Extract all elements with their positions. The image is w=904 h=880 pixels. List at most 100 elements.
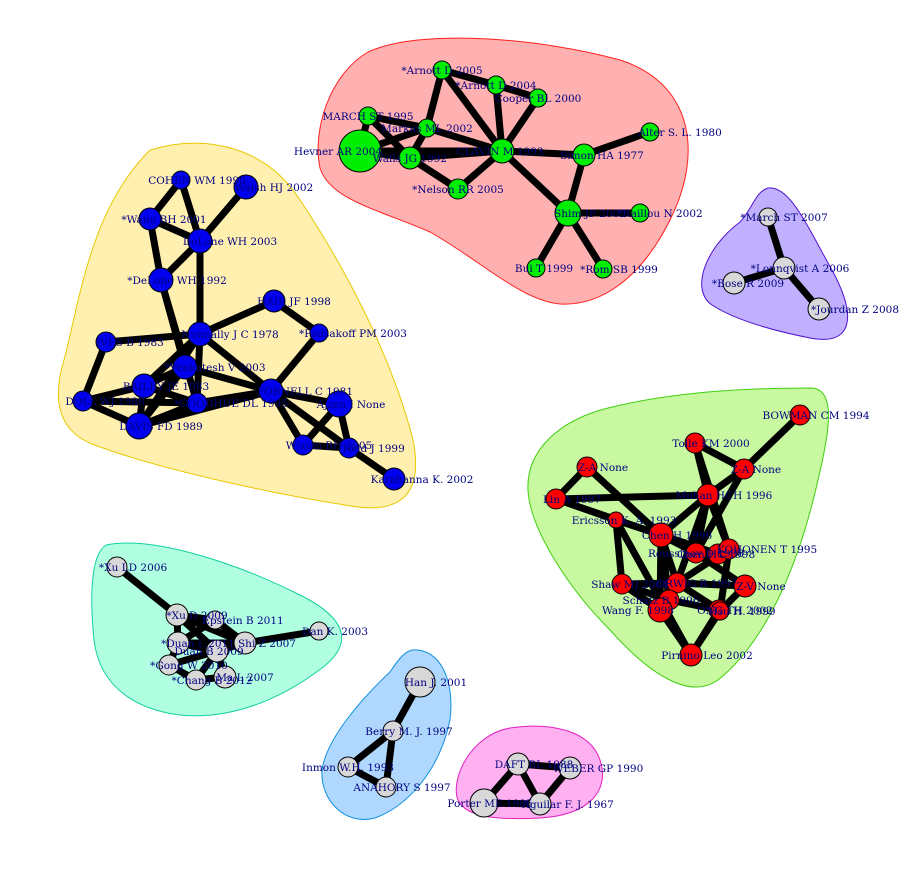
node-label-arnott05: *Arnott D 2005 xyxy=(401,65,482,77)
node-lonnqvist[interactable] xyxy=(772,256,796,280)
node-arnott04[interactable] xyxy=(486,75,506,95)
node-duanb[interactable] xyxy=(205,639,229,663)
node-clavin[interactable] xyxy=(489,138,515,164)
node-label-zaNone: Z-A None xyxy=(731,464,781,476)
node-epstein[interactable] xyxy=(205,610,225,630)
node-bui[interactable] xyxy=(526,258,546,278)
node-weber[interactable] xyxy=(558,756,582,780)
node-label-cooper: Cooper BL 2000 xyxy=(495,93,582,105)
edge-bowman-zaNone xyxy=(740,411,804,473)
node-cooper[interactable] xyxy=(528,88,548,108)
node-march95[interactable] xyxy=(358,106,378,126)
node-mohan[interactable] xyxy=(696,483,720,507)
node-berry[interactable] xyxy=(382,720,404,742)
node-wixom[interactable] xyxy=(292,434,314,456)
node-todd[interactable] xyxy=(338,437,360,459)
node-label-roussinov: Roussinov D 1998 xyxy=(648,548,744,560)
node-hanj[interactable] xyxy=(404,666,436,698)
node-label-nelson: *Nelson RR 2005 xyxy=(412,184,504,196)
node-ma[interactable] xyxy=(213,665,237,689)
node-label-shim: Shim JP 2002 xyxy=(554,208,626,220)
node-hsu[interactable] xyxy=(710,601,730,621)
node-pirnino[interactable] xyxy=(679,643,703,667)
node-ives[interactable] xyxy=(95,331,117,353)
node-raillou[interactable] xyxy=(630,203,650,223)
node-ajzen[interactable] xyxy=(325,390,353,418)
node-dhan[interactable] xyxy=(309,621,329,641)
node-label-doll: DOLL WJ 1988 xyxy=(65,396,144,408)
node-bailey[interactable] xyxy=(131,373,157,399)
node-doll[interactable] xyxy=(72,390,94,412)
node-wang01[interactable] xyxy=(138,207,162,231)
node-markus[interactable] xyxy=(417,118,437,138)
edge-ericsson-shaw xyxy=(612,516,626,588)
node-march07[interactable] xyxy=(758,207,778,227)
node-chen[interactable] xyxy=(648,522,674,548)
node-goodhue[interactable] xyxy=(186,392,208,414)
node-cohen[interactable] xyxy=(171,170,191,190)
node-podsakoff[interactable] xyxy=(309,323,329,343)
node-duan[interactable] xyxy=(166,631,190,655)
node-walsh[interactable] xyxy=(233,174,259,200)
node-label-nunnally: Nunnally J C 1978 xyxy=(181,329,278,341)
node-ericsson[interactable] xyxy=(607,511,625,529)
node-nelson[interactable] xyxy=(447,178,469,200)
node-jourdan[interactable] xyxy=(807,297,831,321)
node-label-aguilar: Aguilar F. J. 1967 xyxy=(521,799,614,811)
node-hair[interactable] xyxy=(262,289,286,313)
node-wang[interactable] xyxy=(647,597,673,623)
edge-clavin-shim xyxy=(498,147,572,217)
node-label-shaw: Shaw MJ 2001 xyxy=(591,579,669,591)
node-orwig[interactable] xyxy=(666,572,688,594)
node-davis[interactable] xyxy=(125,412,153,440)
node-nunnally[interactable] xyxy=(187,321,213,347)
node-porter[interactable] xyxy=(469,788,499,818)
node-zv[interactable] xyxy=(733,574,757,598)
node-tolle[interactable] xyxy=(684,432,706,454)
node-gong[interactable] xyxy=(158,654,180,676)
node-venkatesh[interactable] xyxy=(172,354,198,380)
node-label-simon: Simon HA 1977 xyxy=(560,150,644,162)
node-zaNone[interactable] xyxy=(733,458,755,480)
node-xuld[interactable] xyxy=(106,556,128,578)
node-label-bailey: BAILEY JE 1983 xyxy=(123,381,209,393)
node-label-alter: Alter S. L. 1980 xyxy=(637,127,722,139)
node-shaw[interactable] xyxy=(611,573,633,595)
node-zan[interactable] xyxy=(576,456,598,478)
node-karahanna[interactable] xyxy=(382,467,406,491)
node-fornell[interactable] xyxy=(258,378,284,404)
node-bose[interactable] xyxy=(722,271,746,295)
edge-venkatesh-fornell xyxy=(181,363,275,395)
node-chang[interactable] xyxy=(185,669,207,691)
node-delone92[interactable] xyxy=(148,267,174,293)
node-label-duanb: Duan B 2009 xyxy=(174,646,243,658)
node-lin[interactable] xyxy=(545,488,567,510)
node-kohonen[interactable] xyxy=(718,538,740,560)
node-anahory[interactable] xyxy=(375,776,397,798)
node-label-hevner: Hevner AR 2004 xyxy=(294,146,383,158)
node-label-jourdan: *Jourdan Z 2008 xyxy=(811,304,899,316)
node-walls[interactable] xyxy=(398,146,422,170)
node-inmon[interactable] xyxy=(337,756,359,778)
node-xud[interactable] xyxy=(165,603,189,627)
node-label-delone92: *DeLone WH 1992 xyxy=(127,275,227,287)
node-aguilar[interactable] xyxy=(528,792,552,816)
node-label-wang: Wang F. 1998 xyxy=(602,605,674,617)
edge-nunnally-fornell xyxy=(196,330,275,395)
node-label-ives: IVES B 1983 xyxy=(96,337,164,349)
node-hevner[interactable] xyxy=(338,129,382,173)
node-daft[interactable] xyxy=(506,752,530,776)
node-shim[interactable] xyxy=(554,199,582,227)
node-label-epstein: Epstein B 2011 xyxy=(202,615,283,627)
node-shi[interactable] xyxy=(233,631,257,655)
node-simon[interactable] xyxy=(572,143,596,167)
node-alter[interactable] xyxy=(640,122,660,142)
node-label-rom: *Rom SB 1999 xyxy=(580,264,658,276)
node-rom[interactable] xyxy=(593,259,613,279)
node-arnott05[interactable] xyxy=(432,60,452,80)
node-delone03[interactable] xyxy=(187,228,213,254)
node-label-lonnqvist: *Lonnqvist A 2006 xyxy=(751,263,850,275)
cluster-hull-red xyxy=(317,37,689,305)
node-roussinov[interactable] xyxy=(685,542,707,564)
node-bowman[interactable] xyxy=(789,404,811,426)
